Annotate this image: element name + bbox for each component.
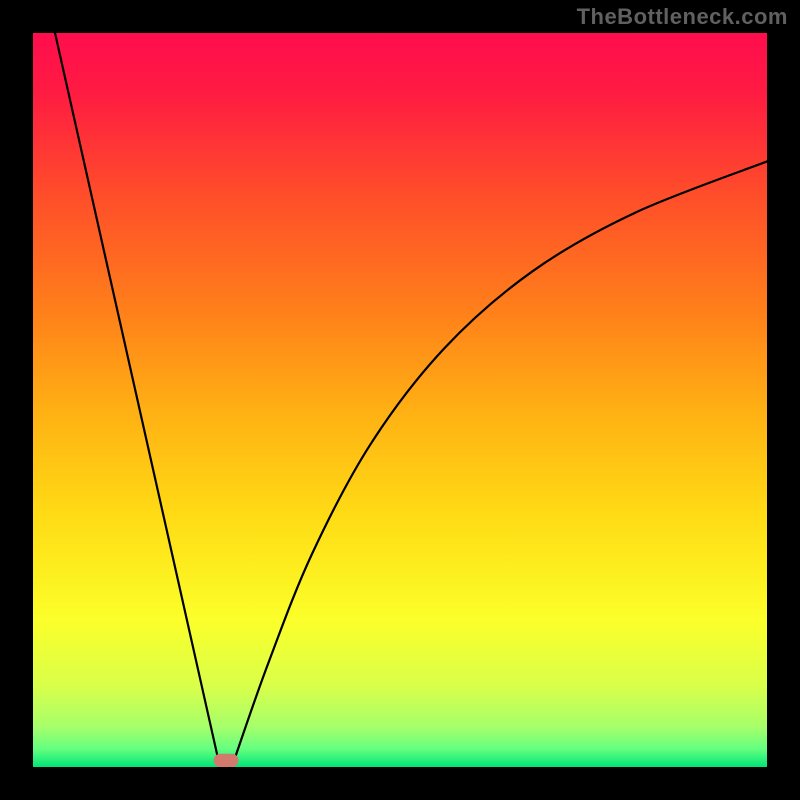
plot-area (33, 33, 767, 767)
watermark-text: TheBottleneck.com (577, 4, 788, 30)
plot-svg (33, 33, 767, 767)
chart-frame: TheBottleneck.com (0, 0, 800, 800)
minimum-marker (214, 754, 239, 767)
